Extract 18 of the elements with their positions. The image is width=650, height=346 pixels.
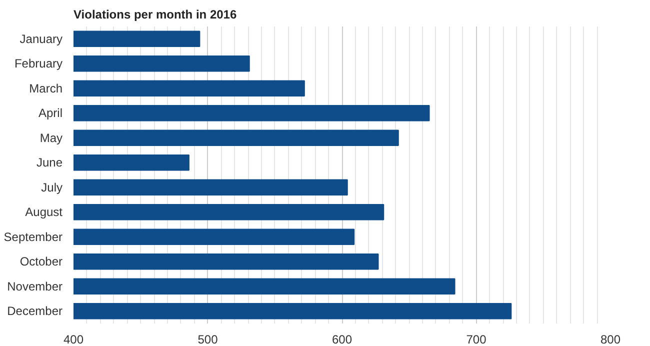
x-tick-label: 600 bbox=[332, 332, 352, 346]
y-tick-label: March bbox=[29, 81, 63, 96]
y-tick-label: February bbox=[14, 56, 63, 71]
x-tick-label: 700 bbox=[466, 332, 487, 346]
y-tick-label: January bbox=[20, 32, 63, 46]
y-tick-label: June bbox=[36, 156, 63, 170]
x-tick-label: 500 bbox=[198, 332, 218, 346]
y-tick-label: September bbox=[4, 230, 63, 244]
x-tick-label: 400 bbox=[63, 332, 84, 346]
y-tick-label: August bbox=[25, 205, 64, 220]
x-tick-label: 800 bbox=[600, 332, 621, 346]
y-tick-label: November bbox=[7, 279, 63, 294]
y-tick-label: July bbox=[41, 180, 63, 194]
y-tick-label: December bbox=[7, 304, 63, 318]
chart-title: Violations per month in 2016 bbox=[74, 8, 237, 22]
y-tick-label: October bbox=[20, 254, 63, 269]
y-tick-label: May bbox=[40, 130, 62, 145]
y-tick-label: April bbox=[38, 106, 63, 120]
